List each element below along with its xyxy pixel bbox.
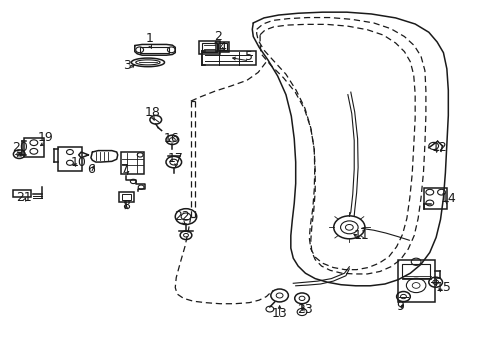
Bar xyxy=(122,194,131,200)
Text: 16: 16 xyxy=(163,132,179,145)
Text: 14: 14 xyxy=(440,192,455,205)
Text: 21: 21 xyxy=(16,191,32,204)
Text: 5: 5 xyxy=(245,50,253,63)
Bar xyxy=(140,46,168,53)
Text: 10: 10 xyxy=(71,156,86,168)
Text: 15: 15 xyxy=(435,281,450,294)
Text: 12: 12 xyxy=(431,141,447,154)
Bar xyxy=(218,43,226,50)
Text: 2: 2 xyxy=(213,30,221,43)
Text: 13: 13 xyxy=(271,307,287,320)
Text: 1: 1 xyxy=(145,32,153,45)
Bar xyxy=(58,147,81,171)
Bar xyxy=(24,138,43,157)
Text: 4: 4 xyxy=(218,41,226,54)
Text: 23: 23 xyxy=(297,303,312,316)
Bar xyxy=(215,41,229,51)
Text: 7: 7 xyxy=(121,163,129,176)
Bar xyxy=(121,152,144,174)
Bar xyxy=(202,51,255,65)
Bar xyxy=(397,260,434,302)
Bar xyxy=(402,264,429,278)
Bar xyxy=(423,188,447,210)
Text: 17: 17 xyxy=(167,152,183,165)
Text: 6: 6 xyxy=(87,163,95,176)
Text: 8: 8 xyxy=(122,199,130,212)
Text: 22: 22 xyxy=(174,210,189,223)
Text: 19: 19 xyxy=(38,131,53,144)
Bar xyxy=(13,190,31,197)
Bar xyxy=(199,41,219,54)
Bar xyxy=(119,192,134,202)
Text: 3: 3 xyxy=(123,59,131,72)
Text: 11: 11 xyxy=(353,229,368,242)
Bar xyxy=(202,42,216,52)
Text: 20: 20 xyxy=(12,141,28,154)
Text: 9: 9 xyxy=(396,300,404,313)
Text: 18: 18 xyxy=(144,106,161,119)
